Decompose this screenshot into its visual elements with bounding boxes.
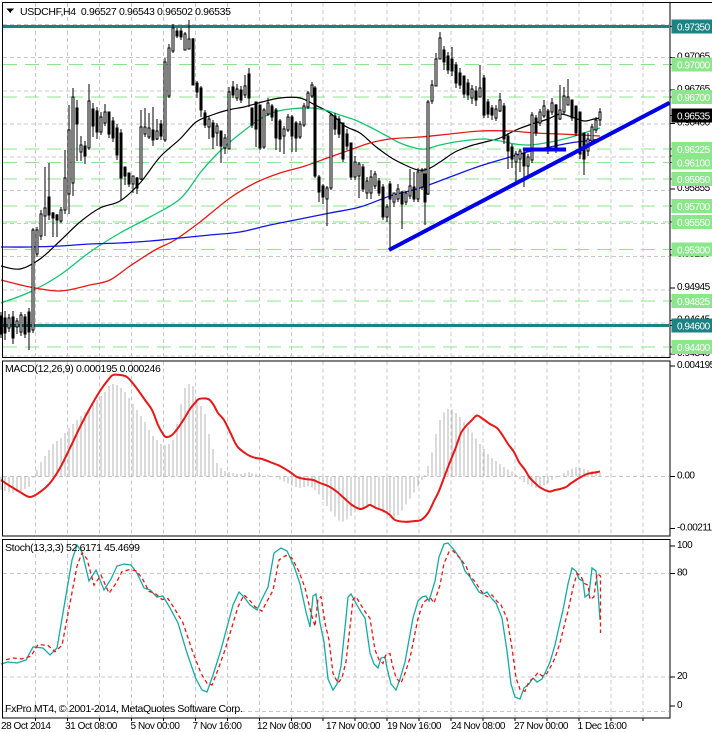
svg-text:7 Nov 16:00: 7 Nov 16:00 (193, 721, 243, 732)
svg-text:0.95950: 0.95950 (677, 175, 711, 186)
svg-text:0.96460: 0.96460 (677, 117, 711, 128)
svg-text:80: 80 (677, 568, 688, 579)
svg-text:0.97350: 0.97350 (677, 23, 711, 34)
svg-text:MACD(12,26,9) 0.000195 0.00024: MACD(12,26,9) 0.000195 0.000246 (5, 363, 161, 375)
svg-text:27 Nov 00:00: 27 Nov 00:00 (514, 721, 569, 732)
svg-text:0.94825: 0.94825 (677, 297, 711, 308)
svg-text:FxPro MT4, © 2001-2014, MetaQu: FxPro MT4, © 2001-2014, MetaQuotes Softw… (5, 703, 242, 715)
svg-text:0.97065: 0.97065 (677, 52, 711, 63)
svg-text:100: 100 (677, 540, 693, 551)
svg-text:0.95855: 0.95855 (677, 183, 711, 194)
svg-text:0.94400: 0.94400 (677, 343, 711, 354)
svg-text:Stoch(13,3,3) 52.6171 45.4699: Stoch(13,3,3) 52.6171 45.4699 (5, 542, 140, 554)
svg-text:28 Oct 2014: 28 Oct 2014 (1, 721, 51, 732)
svg-text:20: 20 (677, 671, 688, 682)
svg-text:0.96225: 0.96225 (677, 145, 711, 156)
svg-text:12 Nov 08:00: 12 Nov 08:00 (257, 721, 312, 732)
svg-text:1 Dec 16:00: 1 Dec 16:00 (578, 721, 628, 732)
svg-text:0.96535: 0.96535 (677, 112, 711, 123)
svg-text:31 Oct 08:00: 31 Oct 08:00 (65, 721, 118, 732)
svg-text:17 Nov 00:00: 17 Nov 00:00 (326, 721, 381, 732)
svg-text:5 Nov 00:00: 5 Nov 00:00 (131, 721, 181, 732)
svg-text:24 Nov 08:00: 24 Nov 08:00 (451, 721, 506, 732)
svg-text:0.94945: 0.94945 (677, 282, 711, 293)
svg-text:0.004195: 0.004195 (677, 360, 712, 371)
svg-text:0: 0 (677, 700, 683, 711)
svg-text:0.94600: 0.94600 (677, 322, 711, 333)
svg-text:USDCHF,H4 0.96527 0.96543 0.9: USDCHF,H4 0.96527 0.96543 0.96502 0.9653… (20, 6, 231, 18)
svg-text:0.95550: 0.95550 (677, 218, 711, 229)
svg-text:0.96700: 0.96700 (677, 93, 711, 104)
svg-text:0.96765: 0.96765 (677, 84, 711, 95)
svg-text:19 Nov 16:00: 19 Nov 16:00 (387, 721, 442, 732)
svg-text:0.97000: 0.97000 (677, 61, 711, 72)
svg-text:0.95300: 0.95300 (677, 245, 711, 256)
svg-text:-0.002119: -0.002119 (677, 523, 712, 534)
svg-text:0.95700: 0.95700 (677, 202, 711, 213)
svg-text:0.96100: 0.96100 (677, 159, 711, 170)
svg-text:0.00: 0.00 (677, 471, 695, 482)
